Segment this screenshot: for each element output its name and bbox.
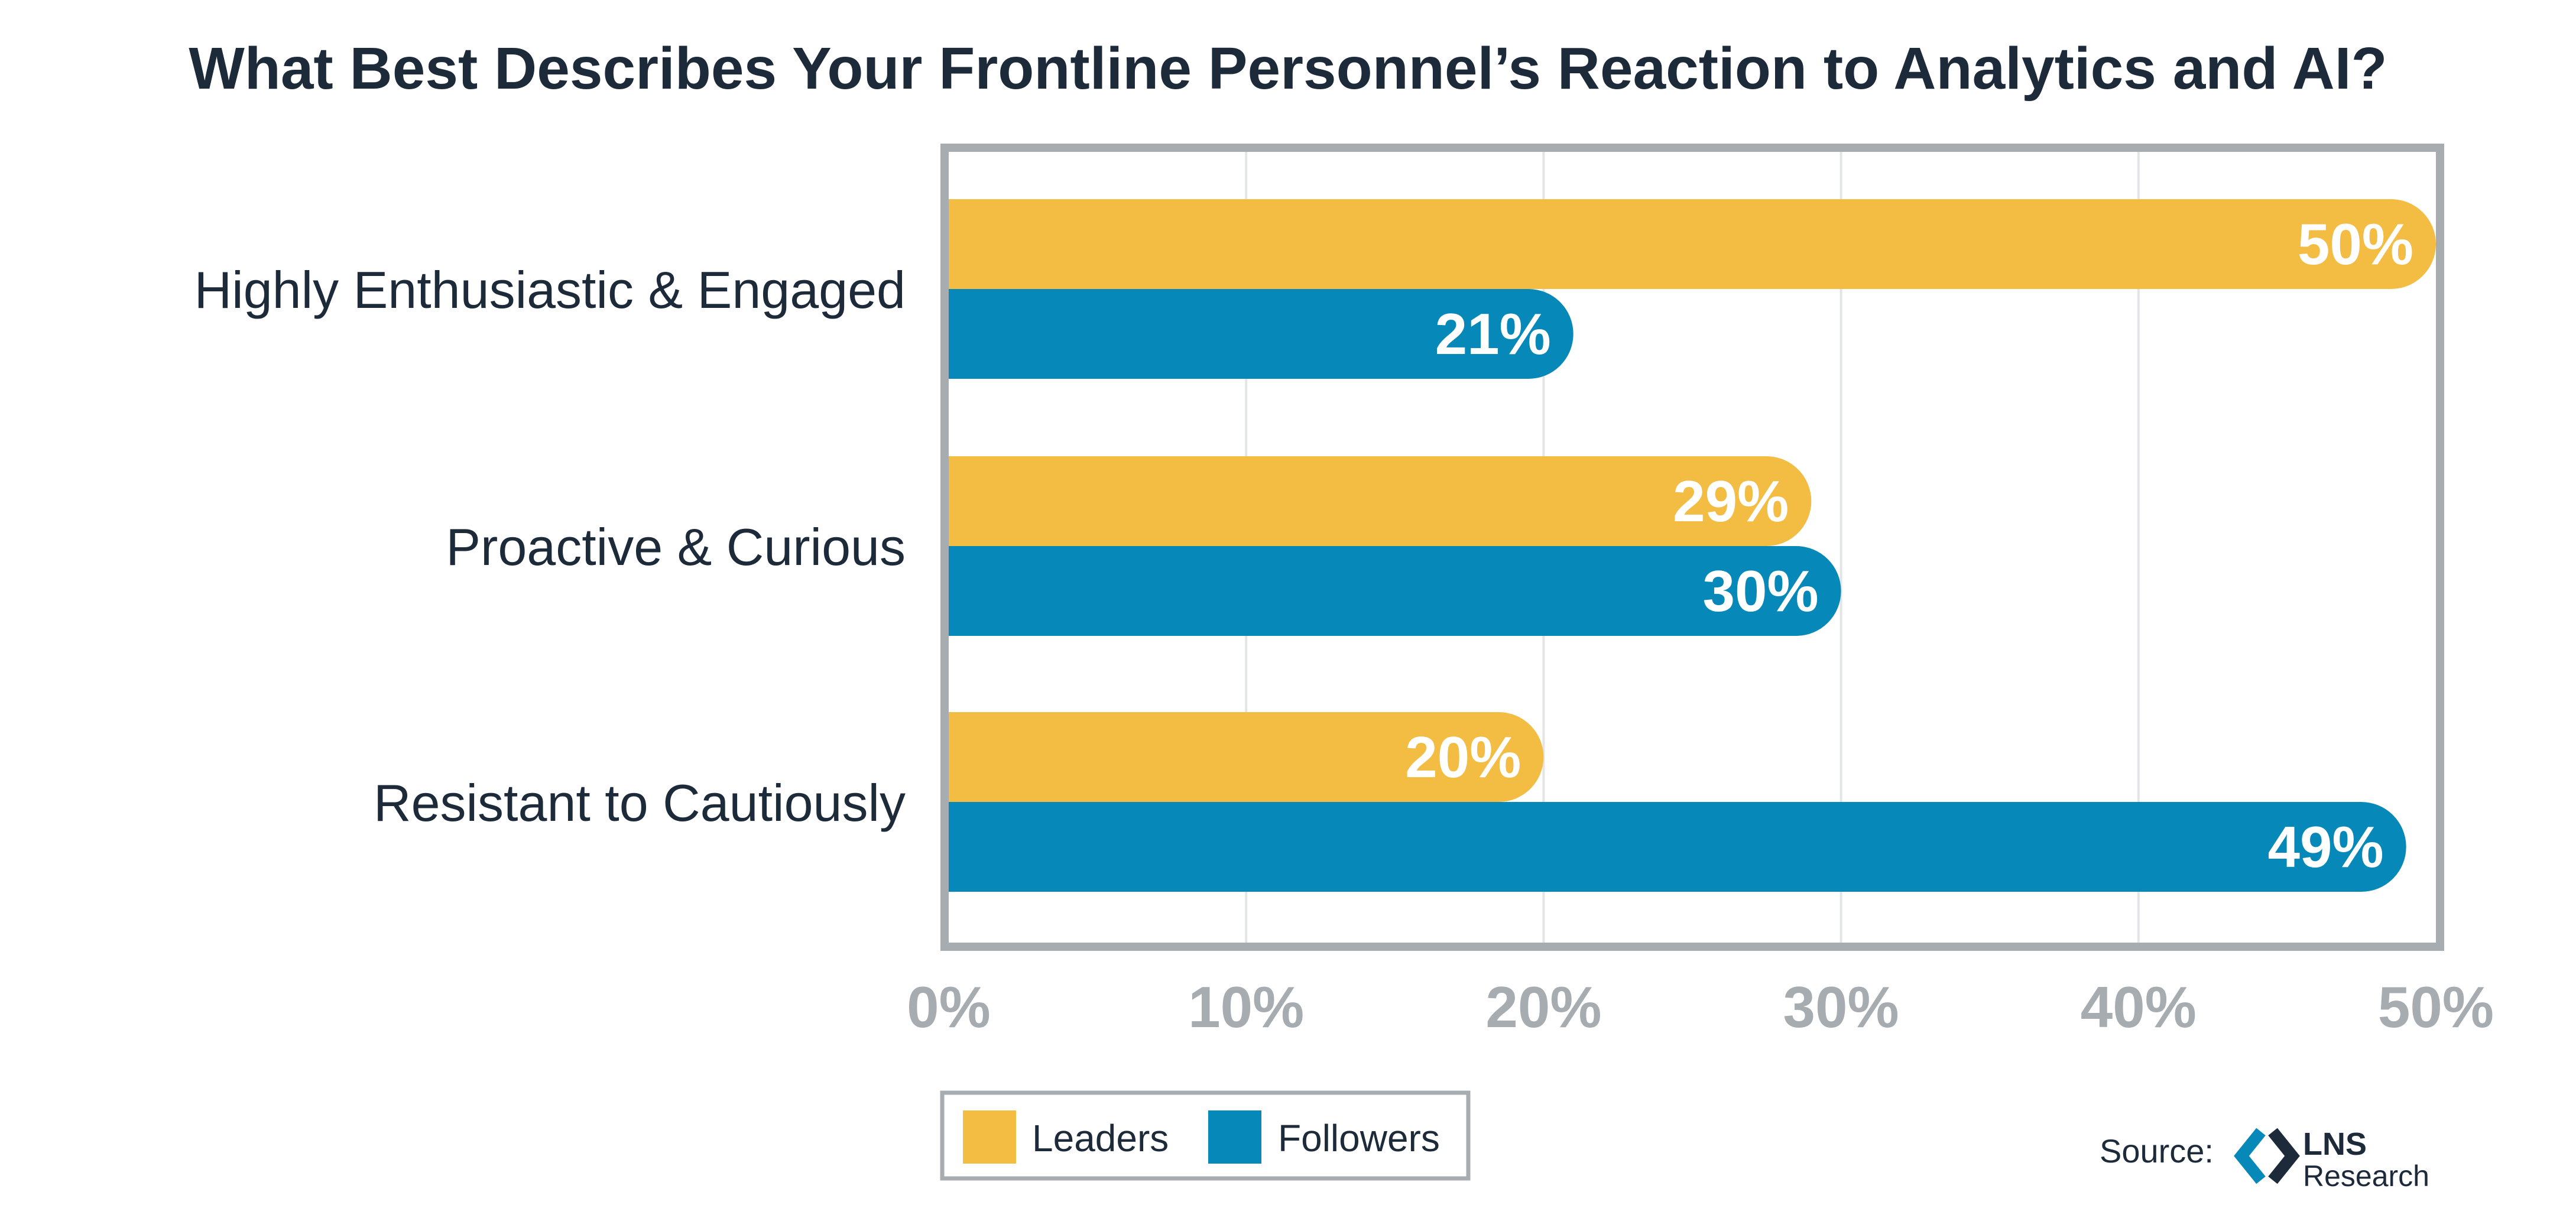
x-tick-label: 30%	[1783, 975, 1899, 1040]
category-label: Resistant to Cautiously	[374, 774, 906, 832]
x-tick-label: 40%	[2081, 975, 2197, 1040]
category-label: Highly Enthusiastic & Engaged	[194, 261, 906, 319]
bar-leaders-2	[949, 456, 1812, 546]
value-label: 30%	[1702, 558, 1818, 623]
bar-followers-2	[949, 546, 1841, 636]
bar-leaders-1	[949, 199, 2436, 289]
bar-leaders-3	[949, 712, 1544, 802]
logo-subtext: Research	[2303, 1159, 2429, 1193]
x-tick-labels: 0% 10% 20% 30% 40% 50%	[907, 975, 2494, 1040]
source-label: Source:	[2100, 1132, 2214, 1170]
logo-text: LNS	[2303, 1126, 2367, 1162]
legend-swatch-followers	[1208, 1110, 1261, 1164]
bar-followers-3	[949, 802, 2406, 892]
legend-label-followers: Followers	[1278, 1117, 1440, 1159]
value-label: 20%	[1405, 725, 1521, 790]
value-label: 21%	[1435, 301, 1551, 366]
legend-box	[940, 1090, 1471, 1181]
chart-title: What Best Describes Your Frontline Perso…	[189, 35, 2387, 102]
legend-label-leaders: Leaders	[1032, 1117, 1169, 1159]
legend-swatch-leaders	[963, 1110, 1016, 1164]
lns-chevron-logo-icon	[2234, 1128, 2300, 1184]
value-label: 29%	[1673, 469, 1789, 534]
bar-followers-1	[949, 289, 1573, 379]
x-tick-label: 10%	[1188, 975, 1304, 1040]
category-labels: Highly Enthusiastic & Engaged Proactive &…	[194, 261, 906, 832]
x-tick-label: 0%	[907, 975, 991, 1040]
bars: 50% 21% 29% 30% 20% 49%	[949, 199, 2436, 892]
category-label: Proactive & Curious	[446, 518, 906, 576]
value-label: 49%	[2268, 814, 2384, 879]
plot-frame	[940, 144, 2444, 951]
x-tick-label: 50%	[2378, 975, 2494, 1040]
x-tick-label: 20%	[1485, 975, 1601, 1040]
value-label: 50%	[2298, 212, 2413, 277]
legend: Leaders Followers	[940, 1090, 1471, 1181]
source-attribution: Source: LNS Research	[2100, 1126, 2429, 1193]
